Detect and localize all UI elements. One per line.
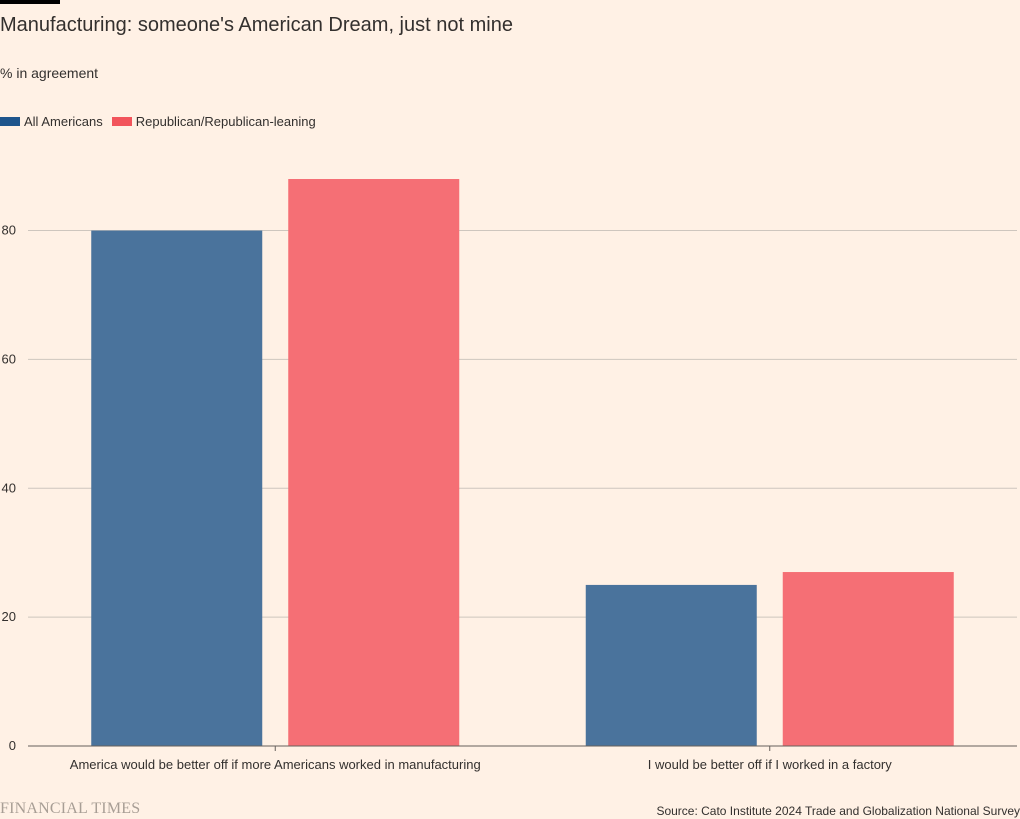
y-tick-label: 60 bbox=[2, 351, 16, 366]
legend-label-all-americans: All Americans bbox=[24, 114, 103, 129]
legend-swatch-republican bbox=[111, 117, 132, 126]
y-tick-label: 80 bbox=[2, 223, 16, 238]
bar bbox=[782, 572, 954, 746]
y-tick-label: 20 bbox=[2, 609, 16, 624]
legend-item-republican: Republican/Republican-leaning bbox=[111, 114, 316, 129]
ft-brand-logo: FINANCIAL TIMES bbox=[0, 800, 141, 817]
bars bbox=[91, 179, 954, 746]
y-tick-labels: 0 20 40 60 80 bbox=[2, 223, 16, 753]
legend: All Americans Republican/Republican-lean… bbox=[0, 114, 325, 129]
ft-top-bar bbox=[0, 0, 60, 4]
legend-swatch-all-americans bbox=[0, 117, 20, 126]
y-tick-label: 0 bbox=[9, 738, 16, 753]
chart-subtitle: % in agreement bbox=[0, 65, 99, 81]
legend-item-all-americans: All Americans bbox=[0, 114, 103, 129]
y-tick-label: 40 bbox=[2, 480, 16, 495]
x-tick-label: I would be better off if I worked in a f… bbox=[648, 757, 892, 772]
x-axis bbox=[28, 745, 1017, 751]
source-note: Source: Cato Institute 2024 Trade and Gl… bbox=[656, 804, 1020, 818]
x-tick-label: America would be better off if more Amer… bbox=[70, 757, 481, 772]
bar bbox=[91, 230, 263, 746]
bar bbox=[288, 179, 460, 746]
chart-title: Manufacturing: someone's American Dream,… bbox=[0, 14, 513, 36]
x-tick-labels: America would be better off if more Amer… bbox=[70, 757, 892, 772]
bar bbox=[585, 584, 757, 746]
bar-chart: 0 20 40 60 80 America would be better off if… bbox=[2, 179, 1017, 772]
legend-label-republican: Republican/Republican-leaning bbox=[135, 114, 316, 129]
